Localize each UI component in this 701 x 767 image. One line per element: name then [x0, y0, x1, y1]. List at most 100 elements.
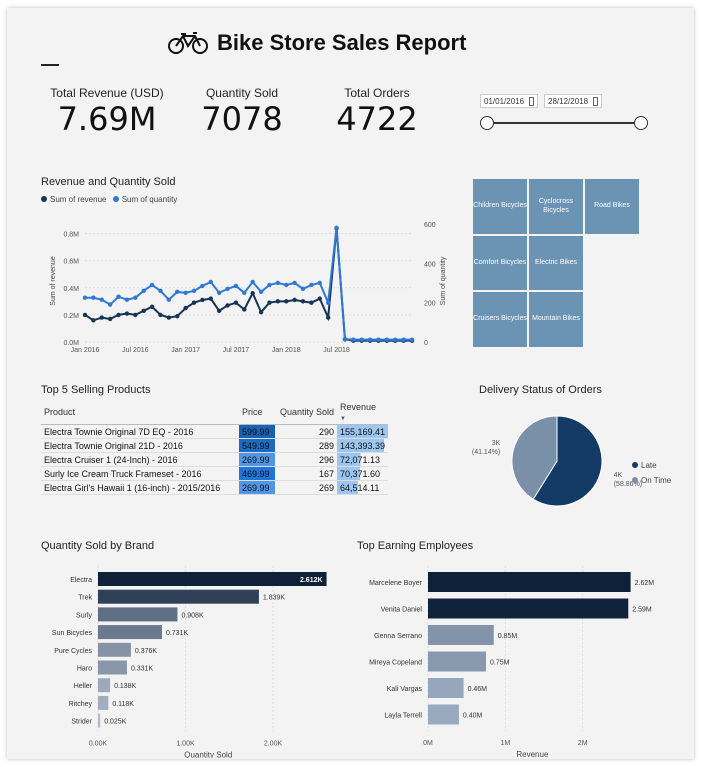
start-date-input[interactable]: 01/01/2016: [480, 94, 538, 108]
data-label: 1.839K: [263, 595, 286, 602]
column-header-revenue[interactable]: Revenue ▼: [337, 400, 389, 425]
y-left-axis-label: Sum of revenue: [50, 256, 57, 306]
bar: [98, 625, 162, 640]
data-point: [300, 299, 306, 304]
column-header-product[interactable]: Product: [41, 400, 239, 425]
kpi-label: Quantity Sold: [205, 86, 279, 100]
column-header-quantity[interactable]: Quantity Sold: [275, 400, 337, 425]
data-point: [258, 309, 264, 315]
x-tick-label: Jul 2017: [223, 347, 250, 354]
bar: [428, 598, 629, 619]
end-date-input[interactable]: 28/12/2018: [544, 94, 602, 108]
data-label: 0.731K: [166, 630, 189, 637]
cell-quantity: 269: [275, 480, 337, 495]
cell-quantity: 167: [275, 466, 337, 481]
treemap-cell[interactable]: Mountain Bikes: [528, 291, 584, 348]
data-point: [116, 312, 121, 318]
y-left-tick-label: 0.0M: [63, 340, 79, 347]
category-label: Marcelene Boyer: [369, 580, 423, 587]
bar: [428, 572, 631, 592]
data-point: [376, 337, 381, 342]
revenue-quantity-line-chart: 0.0M 0.2M 0.4M 0.6M 0.8M 0 200 400 600 Jan 2016 Ju…: [50, 222, 447, 354]
category-label: Mireya Copeland: [369, 660, 422, 667]
bar: [98, 589, 259, 604]
data-point: [384, 337, 390, 342]
pie-value-label: 3K: [492, 440, 501, 447]
cell-quantity: 290: [275, 424, 337, 439]
data-point: [183, 305, 188, 311]
category-label: Genna Serrano: [374, 633, 422, 640]
table-title: Top 5 Selling Products: [41, 384, 151, 396]
data-point: [141, 308, 146, 314]
calendar-icon: [593, 96, 598, 106]
category-label: Electra: [70, 577, 92, 584]
cell-quantity: 296: [275, 452, 337, 467]
brand-chart-title: Quantity Sold by Brand: [41, 540, 155, 552]
table-header-row: Product Price Quantity Sold Revenue ▼: [41, 400, 389, 425]
data-point: [149, 304, 155, 309]
date-slider-end-handle[interactable]: [634, 116, 648, 130]
data-point: [200, 283, 205, 289]
cell-price: 599.99: [239, 424, 275, 439]
data-point: [124, 311, 130, 316]
cell-product: Surly Ice Cream Truck Frameset - 2016: [41, 466, 239, 481]
data-point: [317, 280, 322, 286]
y-right-tick-label: 400: [424, 261, 436, 268]
data-point: [309, 300, 314, 305]
legend-dot: [632, 477, 638, 483]
data-point: [258, 289, 264, 295]
cell-revenue: 155,169.41: [337, 424, 389, 439]
category-label: Venita Daniel: [381, 607, 423, 614]
treemap-cell[interactable]: Electric Bikes: [528, 235, 584, 291]
treemap-cell[interactable]: Cyclocross Bicycles: [528, 178, 584, 235]
treemap-cell[interactable]: Comfort Bicycles: [472, 235, 528, 291]
cell-revenue: 64,514.11: [337, 480, 389, 495]
data-point: [208, 279, 213, 285]
data-point: [175, 314, 180, 319]
data-point: [225, 303, 230, 308]
treemap-cell[interactable]: Road Bikes: [584, 178, 640, 235]
line-chart-title: Revenue and Quantity Sold: [41, 176, 176, 188]
cell-price: 469.99: [239, 466, 275, 481]
data-point: [133, 295, 138, 300]
data-point: [191, 300, 197, 305]
brand-bar-chart: 0.00K 1.00K 2.00K Electra 2.612K Trek 1.839K Su…: [52, 566, 327, 758]
employee-chart-title: Top Earning Employees: [357, 540, 474, 552]
data-point: [99, 297, 104, 302]
data-point: [82, 295, 88, 300]
cell-price: 549.99: [239, 438, 275, 453]
top-products-table: Product Price Quantity Sold Revenue ▼ Ele…: [41, 400, 389, 495]
data-point: [401, 337, 406, 342]
table-row[interactable]: Electra Townie Original 7D EQ - 2016 599.…: [41, 424, 389, 439]
y-left-tick-label: 0.6M: [63, 259, 79, 266]
table-row[interactable]: Electra Girl's Hawaii 1 (16-inch) - 2015…: [41, 480, 389, 495]
report-header: Bike Store Sales Report: [167, 28, 497, 58]
cell-price: 269.99: [239, 480, 275, 495]
pie-percent-label: (58.86%): [614, 481, 642, 488]
data-point: [300, 286, 306, 292]
treemap-cell[interactable]: Cruisers Bicycles: [472, 291, 528, 348]
column-header-revenue-label: Revenue: [340, 402, 377, 412]
data-point: [325, 315, 331, 320]
data-point: [158, 312, 163, 318]
cell-product: Electra Townie Original 7D EQ - 2016: [41, 424, 239, 439]
table-row[interactable]: Surly Ice Cream Truck Frameset - 2016 469…: [41, 466, 389, 481]
data-point: [250, 279, 255, 285]
data-label: 2.59M: [632, 607, 652, 614]
data-point: [141, 288, 146, 294]
kpi-label: Total Orders: [344, 86, 410, 100]
category-label: Strider: [71, 719, 92, 726]
data-point: [99, 315, 104, 320]
kpi-total-revenue: Total Revenue (USD) 7.69M: [47, 86, 167, 138]
column-header-price[interactable]: Price: [239, 400, 275, 425]
end-date-value: 28/12/2018: [548, 96, 589, 106]
table-row[interactable]: Electra Cruiser 1 (24-Inch) - 2016 269.99…: [41, 452, 389, 467]
date-slider-start-handle[interactable]: [480, 116, 494, 130]
legend-label: On Time: [641, 476, 672, 485]
treemap-cell[interactable]: Children Bicycles: [472, 178, 528, 235]
data-point: [334, 225, 339, 231]
data-point: [242, 307, 247, 312]
employee-bar-chart: 0M 1M 2M Marcelene Boyer 2.62M Venita Daniel 2…: [369, 566, 654, 758]
date-slider-track[interactable]: [487, 122, 642, 124]
table-row[interactable]: Electra Townie Original 21D - 2016 549.99…: [41, 438, 389, 453]
